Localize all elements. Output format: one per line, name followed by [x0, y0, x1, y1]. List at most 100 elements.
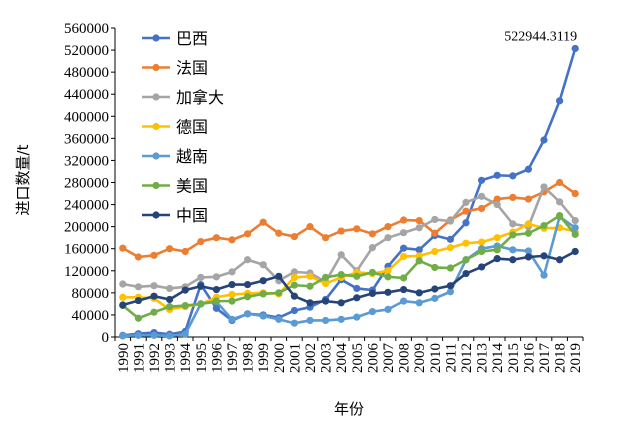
data-point: [322, 279, 330, 288]
data-point: [384, 234, 392, 242]
x-tick-label: 2018: [553, 343, 569, 373]
y-tick-label: 80000: [72, 286, 110, 302]
data-point: [462, 256, 470, 264]
y-tick-label: 40000: [72, 308, 110, 324]
x-tick-label: 2016: [521, 343, 537, 374]
x-tick-label: 2007: [381, 343, 397, 374]
data-point: [431, 247, 439, 256]
data-point: [306, 272, 314, 280]
x-tick-label: 2008: [397, 343, 413, 373]
x-tick-label: 2014: [490, 343, 506, 374]
legend-item: 中国: [142, 206, 208, 225]
legend-item: 德国: [142, 118, 208, 137]
data-point: [368, 268, 376, 277]
series-line: [122, 250, 576, 307]
legend-swatch-marker: [152, 34, 160, 42]
data-point: [368, 308, 376, 316]
data-point: [228, 290, 236, 299]
data-point: [259, 312, 267, 320]
y-tick-label: 280000: [64, 176, 109, 192]
series-layer: [119, 44, 579, 340]
data-point: [415, 299, 423, 307]
data-point: [524, 220, 533, 228]
data-point: [353, 284, 361, 293]
data-point: [400, 274, 408, 282]
legend-swatch-marker: [152, 211, 160, 219]
data-point: [181, 301, 189, 310]
data-point: [431, 215, 439, 224]
x-tick-label: 1992: [147, 343, 163, 373]
data-point: [119, 301, 127, 309]
data-point: [181, 247, 189, 256]
data-point: [337, 299, 345, 307]
data-point: [275, 229, 283, 237]
data-point: [524, 253, 533, 261]
data-point: [259, 218, 267, 226]
x-axis: 1990 1991 1992 1993 1994 1995 1996 1997 1998 1999…: [114, 336, 584, 374]
data-point: [493, 200, 501, 209]
legend-label: 中国: [176, 206, 208, 225]
x-tick-label: 2000: [272, 343, 288, 373]
data-point: [478, 176, 486, 184]
data-point: [571, 189, 579, 198]
legend-label: 美国: [176, 177, 208, 196]
data-point: [337, 227, 345, 235]
data-point: [509, 256, 517, 264]
data-point: [337, 251, 345, 259]
series-中国: [119, 247, 579, 309]
data-point: [212, 273, 220, 281]
data-point: [306, 223, 314, 231]
data-point: [306, 282, 314, 290]
data-point: [384, 305, 392, 314]
data-point: [571, 230, 579, 238]
data-point: [275, 289, 283, 297]
data-point: [478, 247, 486, 256]
data-point: [212, 285, 220, 294]
series-法国: [119, 178, 579, 261]
data-point: [353, 313, 361, 321]
y-tick-label: 360000: [64, 131, 109, 147]
data-point: [462, 239, 470, 247]
x-tick-label: 1990: [116, 343, 132, 373]
x-tick-label: 2006: [365, 343, 381, 374]
data-point: [556, 178, 564, 187]
data-point: [197, 237, 205, 246]
data-point: [415, 257, 423, 265]
data-point: [166, 332, 174, 340]
data-point: [556, 212, 564, 220]
data-point: [150, 331, 158, 339]
data-point: [524, 247, 533, 255]
data-point: [290, 268, 298, 276]
data-point: [119, 332, 127, 340]
data-point: [446, 282, 454, 290]
data-point: [415, 289, 423, 297]
legend-label: 巴西: [176, 29, 208, 48]
data-point: [509, 220, 517, 228]
x-tick-label: 2005: [350, 343, 366, 373]
data-point: [571, 44, 579, 53]
data-point: [119, 293, 127, 301]
data-point: [275, 315, 283, 323]
data-point: [446, 288, 454, 296]
data-point: [259, 261, 267, 269]
data-point: [228, 236, 236, 244]
data-point: [166, 284, 174, 293]
data-point: [306, 316, 314, 325]
data-point: [197, 282, 205, 290]
max-value-annotation: 522944.3119: [504, 29, 577, 44]
data-point: [400, 252, 408, 261]
data-point: [446, 244, 454, 252]
data-point: [212, 304, 220, 312]
x-tick-label: 2017: [537, 343, 553, 374]
x-tick-label: 2015: [506, 343, 522, 373]
series-line: [122, 222, 576, 311]
data-point: [384, 273, 392, 281]
x-tick-label: 1997: [225, 343, 241, 374]
data-point: [415, 252, 423, 260]
data-point: [228, 268, 236, 276]
data-point: [290, 306, 298, 315]
x-tick-label: 1993: [163, 343, 179, 373]
legend-label: 加拿大: [176, 88, 224, 107]
legend-swatch-marker: [152, 152, 160, 160]
